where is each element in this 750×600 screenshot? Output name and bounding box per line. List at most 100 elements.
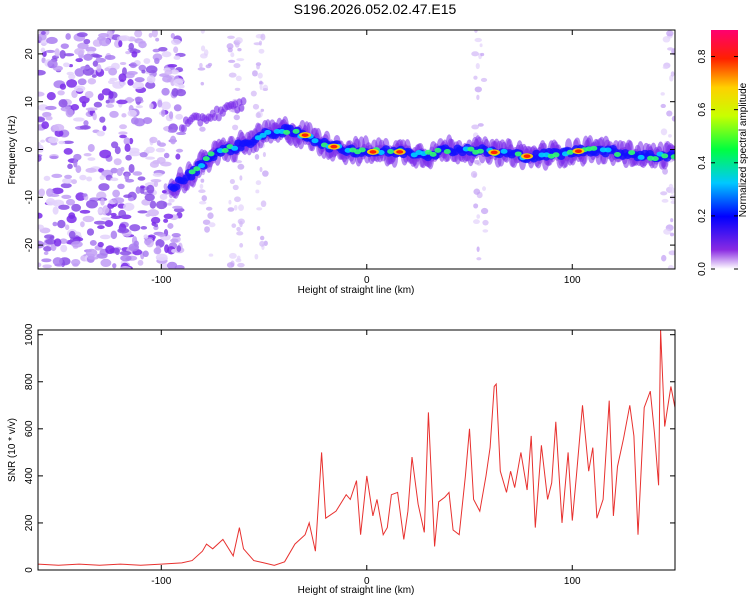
spectrogram-cell	[117, 227, 130, 234]
spectrogram-cell	[239, 243, 244, 248]
spectrogram-cell	[91, 74, 97, 78]
spectrogram-cell	[58, 204, 70, 210]
spectrogram-cell	[187, 173, 196, 181]
colorbar: 0.0 0.2 0.4 0.6 0.8 Normalized spectral ampl…	[697, 30, 749, 276]
spectrogram-cell	[58, 140, 66, 145]
spectrogram-cell	[51, 173, 63, 179]
spectrogram-cell	[38, 212, 43, 219]
spectrogram-cell	[60, 182, 72, 189]
spectrogram-cell	[71, 241, 83, 248]
spectrogram-cell	[149, 103, 154, 110]
spectrogram-cell	[474, 37, 482, 43]
spectrogram-cell	[100, 258, 112, 268]
spectrogram-cell	[42, 50, 47, 57]
spectrogram-cell	[283, 129, 291, 135]
spectrogram-cell	[233, 204, 238, 211]
spectrogram-cell	[661, 153, 669, 159]
spectrogram-cell	[105, 103, 115, 108]
spectrogram-cell	[99, 174, 105, 181]
spectrogram-cell	[68, 212, 76, 219]
spectrogram-cell	[87, 157, 96, 161]
spectrogram-cell	[377, 149, 385, 155]
spectrogram-cell	[200, 81, 205, 86]
spectrogram-cell	[54, 48, 60, 57]
spectrogram-cell	[670, 218, 674, 223]
spectrogram-cell	[668, 250, 675, 256]
spectrogram-cell	[123, 202, 135, 211]
spectrogram-cell	[255, 112, 261, 119]
spectrogram-cell	[38, 116, 46, 123]
spectrogram-cell	[52, 257, 63, 266]
spectrogram-cell	[167, 129, 177, 133]
spectrogram-cell	[89, 240, 97, 246]
spectrogram-cell	[198, 163, 206, 169]
spectrogram-cell	[45, 238, 57, 245]
spectrogram-cell	[628, 150, 636, 156]
spectrogram-cell	[38, 144, 44, 153]
spectrogram-cell	[154, 223, 159, 228]
spectrogram-cell	[161, 190, 167, 194]
spectrogram-cell	[134, 30, 143, 38]
spectrogram-cell	[143, 234, 149, 239]
spectrogram-cell	[54, 129, 64, 137]
spectrogram-cell	[167, 202, 172, 206]
spectrogram-cell	[38, 262, 42, 268]
spectrogram-cell	[205, 64, 212, 69]
spectrogram-cell	[124, 72, 135, 79]
spectrogram-cell	[64, 174, 72, 179]
spectrogram-cell	[145, 156, 156, 160]
spectrogram-cell	[158, 46, 168, 52]
spectrogram-cell	[256, 225, 261, 231]
y-tick-label: -10	[24, 190, 35, 205]
spectrogram-cell	[120, 166, 125, 172]
spectrogram-cell	[221, 147, 229, 153]
spectrogram-cell	[124, 143, 131, 153]
spectrogram-cell	[163, 152, 170, 159]
spectrogram-cell	[67, 163, 73, 170]
spectrogram-cell	[169, 135, 177, 145]
spectrogram-cell	[86, 176, 93, 182]
x-tick-label: 0	[364, 275, 370, 286]
spectrogram-cell	[40, 47, 46, 53]
spectrogram-cell	[238, 204, 244, 212]
colorbar-tick-label: 0.6	[697, 102, 708, 116]
colorbar-tick-label: 0.4	[697, 155, 708, 169]
spectrogram-cell	[135, 105, 144, 109]
spectrogram-cell	[92, 112, 97, 121]
spectrogram-cell	[66, 198, 76, 206]
spectrogram-cell	[127, 196, 134, 202]
spectrogram-cell	[166, 261, 178, 269]
spectrogram-cell	[477, 123, 484, 127]
spectrogram-cell	[667, 47, 674, 51]
spectrogram-cell	[164, 244, 170, 254]
spectrogram-cell	[202, 156, 210, 162]
spectrogram-cell	[168, 198, 175, 203]
spectrogram-cell	[207, 212, 214, 219]
spectrogram-cell	[201, 195, 208, 202]
spectrogram-cell	[71, 203, 82, 212]
spectrogram-cell	[76, 32, 88, 38]
spectrogram-cell	[112, 263, 117, 269]
spectrogram-cell	[660, 92, 665, 96]
spectrogram-cell	[79, 174, 87, 181]
colorbar-tick-label: 0.8	[697, 49, 708, 63]
spectrogram-cell	[199, 62, 203, 69]
spectrogram-cell	[38, 91, 45, 97]
snr-x-axis: -100 0 100	[151, 330, 581, 587]
spectrogram-y-axis: -20 -10 0 10 20	[24, 48, 675, 252]
spectrogram-cell	[134, 96, 143, 102]
spectrogram-cell	[63, 53, 75, 57]
spectrogram-cell	[47, 137, 59, 144]
spectrogram-cell	[161, 262, 168, 269]
spectrogram-cell	[119, 134, 127, 139]
spectrogram-cell	[255, 180, 262, 186]
spectrogram-cell	[256, 207, 263, 211]
spectrogram-cell	[64, 224, 70, 231]
y-tick-label: 400	[24, 467, 35, 484]
spectrogram-cell	[139, 151, 148, 158]
spectrogram-cell	[87, 143, 95, 152]
spectrogram-cell	[146, 184, 155, 194]
spectrogram-cell	[500, 148, 508, 154]
spectrogram-cell	[144, 182, 157, 187]
spectrogram-cell	[482, 186, 487, 191]
